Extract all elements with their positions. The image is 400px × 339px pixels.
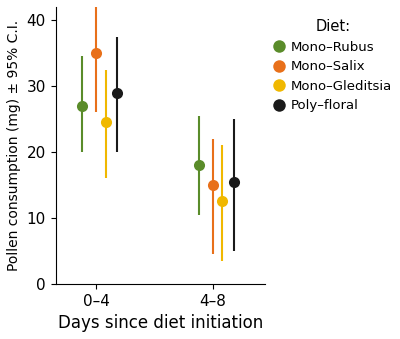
X-axis label: Days since diet initiation: Days since diet initiation xyxy=(58,314,263,332)
Y-axis label: Pollen consumption (mg) ± 95% C.I.: Pollen consumption (mg) ± 95% C.I. xyxy=(7,20,21,271)
Legend: Mono–Rubus, Mono–Salix, Mono–Gleditsia, Poly–floral: Mono–Rubus, Mono–Salix, Mono–Gleditsia, … xyxy=(274,19,392,113)
